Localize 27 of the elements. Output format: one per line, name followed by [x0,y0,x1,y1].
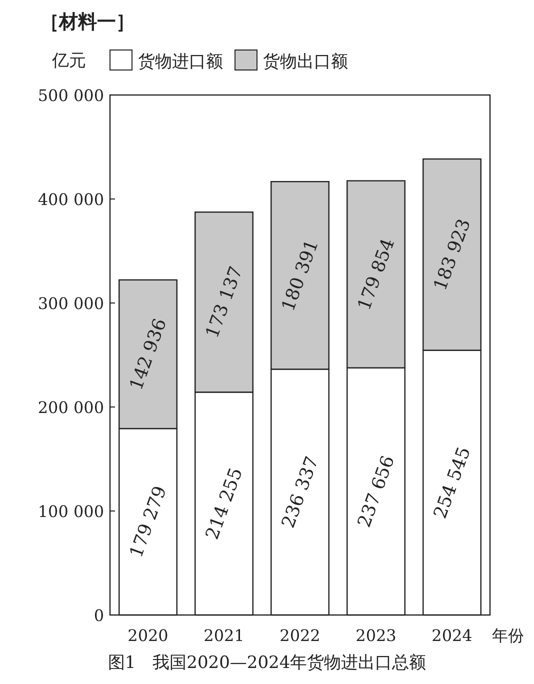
data-label: 236 337 [278,454,324,531]
legend-label: 货物出口额 [263,52,348,72]
y-axis-title: 亿元 [51,51,86,71]
legend-label: 货物进口额 [138,52,223,72]
data-label: 173 137 [202,264,248,341]
text: ［材料一］ [40,11,135,33]
x-tick-label: 2022 [280,626,320,645]
data-label: 214 255 [202,465,248,542]
x-tick-label: 2021 [204,626,244,645]
data-label: 179 279 [126,483,172,561]
data-label: 183 923 [430,216,476,294]
y-tick-label: 100 000 [38,502,104,521]
y-tick-label: 0 [94,606,104,625]
data-label: 142 936 [126,316,172,393]
data-label: 180 391 [278,237,324,314]
y-tick-label: 400 000 [38,190,104,209]
data-label: 237 656 [354,453,400,530]
x-tick-label: 2024 [432,626,472,645]
y-tick-label: 300 000 [38,294,104,313]
x-tick-label: 2020 [128,626,168,645]
y-tick-label: 500 000 [38,86,104,105]
data-label: 254 545 [430,444,476,522]
text: 图1 我国2020—2024年货物进出口总额 [108,653,426,673]
y-tick-label: 200 000 [38,398,104,417]
x-tick-label: 2023 [356,626,396,645]
x-axis-title: 年份 [492,626,524,645]
data-label: 179 854 [354,236,400,314]
